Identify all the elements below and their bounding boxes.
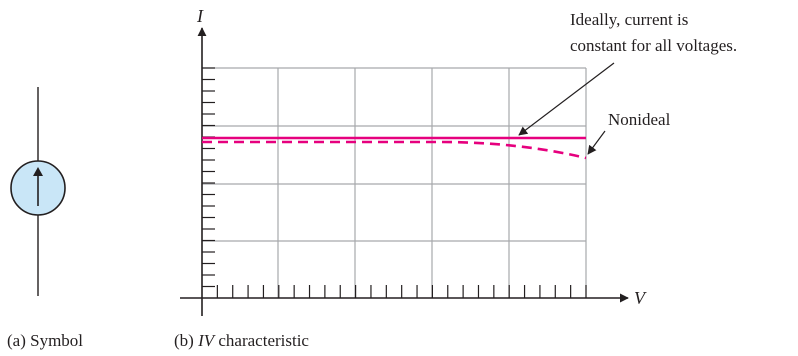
nonideal-leader-arrow: [587, 130, 606, 155]
iv-caption-italic: IV: [198, 331, 215, 350]
ideal-annotation-line2: constant for all voltages.: [570, 36, 737, 55]
nonideal-current-curve: [202, 140, 587, 160]
source-arrow-head: [33, 167, 43, 176]
nonideal-annotation: Nonideal: [608, 110, 671, 129]
current-source-icon: [10, 87, 66, 296]
ideal-annotation-line1: Ideally, current is: [570, 10, 688, 29]
x-axis-ticks: [216, 285, 587, 298]
iv-caption-suffix: characteristic: [214, 331, 309, 350]
y-axis-ticks: [202, 67, 215, 288]
iv-caption: (b) IV characteristic: [174, 332, 309, 349]
symbol-caption: (a) Symbol: [7, 331, 84, 350]
iv-caption-prefix: (b): [174, 331, 199, 350]
x-axis-label: V: [634, 288, 647, 308]
y-axis-label: I: [196, 6, 204, 26]
plot-grid: [202, 67, 587, 298]
ideal-leader-arrow: [518, 62, 615, 136]
